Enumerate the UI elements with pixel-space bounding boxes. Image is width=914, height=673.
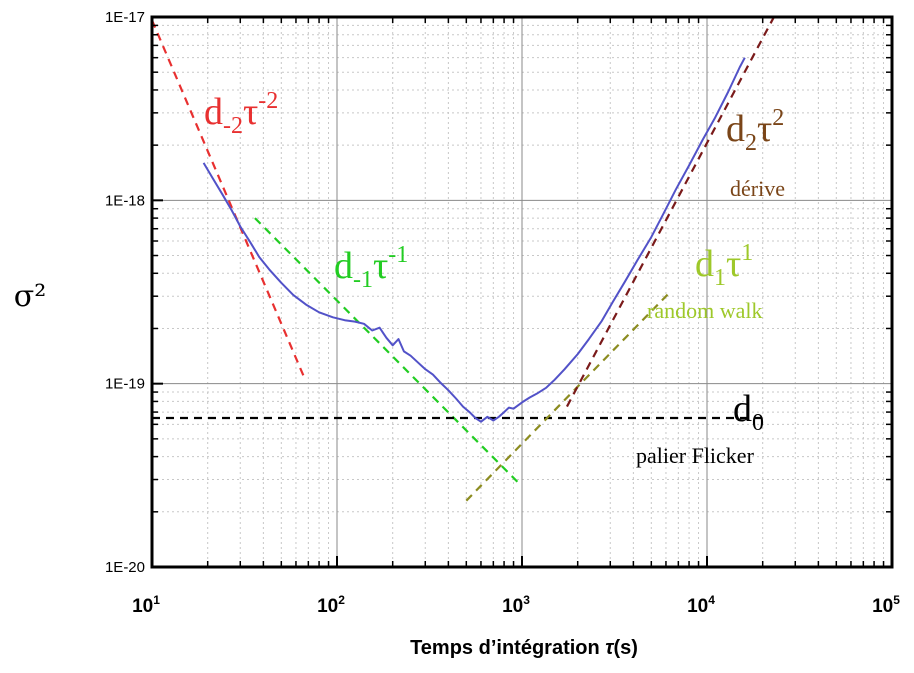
fit-line-d-2 <box>152 19 305 377</box>
annotation-d-minus2-sub: -2 <box>223 113 243 139</box>
x-tick-base: 10 <box>872 596 893 617</box>
annotation-d-minus2-exp: -2 <box>258 88 278 114</box>
x-tick-exp: 3 <box>523 593 530 607</box>
x-axis-label-prefix: Temps d’intégration <box>410 637 605 659</box>
y-axis-label: σ² <box>14 279 47 314</box>
annotation-d2-sub: 2 <box>745 130 757 156</box>
annotation-d-minus1-sub: -1 <box>353 267 373 293</box>
annotation-d0-caption: palier Flicker <box>636 443 755 468</box>
annotation-d1-exp: 1 <box>741 240 753 266</box>
x-axis-label-symbol: τ <box>605 637 615 659</box>
y-tick-label: 1E-17 <box>105 9 145 26</box>
fit-line-d2 <box>565 17 775 408</box>
fit-line-d-1 <box>254 217 519 484</box>
data-layer <box>202 57 746 423</box>
annotation-d-minus1-exp: -1 <box>388 242 408 268</box>
plot-frame <box>150 15 894 569</box>
x-tick-base: 10 <box>317 596 338 617</box>
x-tick-exp: 1 <box>153 593 160 607</box>
y-tick-labels: 1E-17 1E-18 1E-19 1E-20 <box>105 9 145 576</box>
y-tick-label: 1E-19 <box>105 376 145 393</box>
x-tick-base: 10 <box>687 596 708 617</box>
annotation-d-minus1: d-1τ-1 <box>334 242 408 293</box>
x-tick-label: 103 <box>502 593 530 617</box>
x-tick-exp: 4 <box>708 593 715 607</box>
x-tick-label: 105 <box>872 593 900 617</box>
y-tick-label: 1E-18 <box>105 192 145 209</box>
x-tick-base: 10 <box>502 596 523 617</box>
annotation-d2: d2τ2 <box>726 105 784 156</box>
annotation-d1: d1τ1 <box>695 240 753 291</box>
annotation-d2-caption: dérive <box>730 176 785 201</box>
x-tick-exp: 5 <box>893 593 900 607</box>
x-axis-label: Temps d’intégration τ(s) <box>410 637 638 659</box>
y-tick-label: 1E-20 <box>105 559 145 576</box>
annotation-d2-exp: 2 <box>772 105 784 131</box>
x-axis-label-suffix: (s) <box>613 637 637 659</box>
annotation-d1-sub: 1 <box>714 265 726 291</box>
x-tick-labels: 101 102 103 104 105 <box>132 593 900 617</box>
x-tick-label: 104 <box>687 593 715 617</box>
x-tick-label: 101 <box>132 593 160 617</box>
fit-lines <box>152 17 775 502</box>
measured-variance-curve <box>202 57 746 423</box>
annotation-d-minus2: d-2τ-2 <box>204 88 278 139</box>
x-tick-exp: 2 <box>338 593 345 607</box>
annotation-d0-sub: 0 <box>752 410 764 436</box>
fit-line-d1 <box>465 292 670 502</box>
x-tick-label: 102 <box>317 593 345 617</box>
annotation-d0: d0 <box>733 388 764 436</box>
x-tick-base: 10 <box>132 596 153 617</box>
annotation-d1-caption: random walk <box>647 298 762 323</box>
